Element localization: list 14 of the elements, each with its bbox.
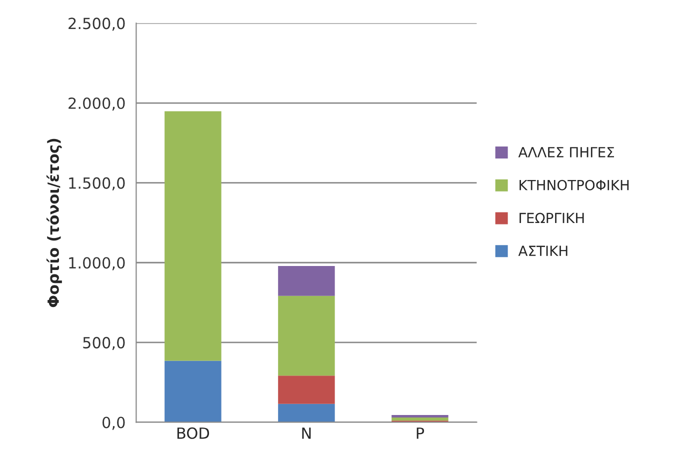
x-tick-label: BOD <box>177 427 210 439</box>
legend-label: ΑΛΛΕΣ ΠΗΓΕΣ <box>518 147 614 158</box>
y-tick-label: 0,0 <box>102 416 125 430</box>
y-tick-label: 500,0 <box>83 336 125 350</box>
y-axis-title: Φορτίο (τόνοι/έτος) <box>46 138 62 308</box>
y-tick-label: 1.000,0 <box>69 257 125 270</box>
y-tick-label: 1.500,0 <box>69 177 125 190</box>
legend-label: ΚΤΗΝΟΤΡΟΦΙΚΗ <box>520 180 629 190</box>
y-tick-label: 2.500,0 <box>68 18 125 31</box>
y-tick-label: 2.000,0 <box>68 97 125 111</box>
legend-label: ΑΣΤΙΚΗ <box>518 246 568 256</box>
x-tick-label: N <box>302 428 311 439</box>
legend-label: ΓΕΩΡΓΙΚΗ <box>520 212 584 224</box>
x-tick-label: P <box>416 428 424 439</box>
